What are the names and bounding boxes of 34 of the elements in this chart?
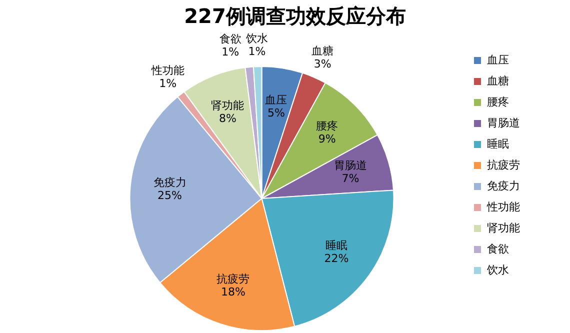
legend-label: 血糖: [487, 74, 509, 88]
legend-label: 食欲: [487, 242, 509, 256]
chart-title: 227例调查功效反应分布: [184, 4, 406, 28]
slice-label: 血压: [265, 94, 288, 107]
legend-label: 饮水: [486, 263, 509, 276]
legend-label: 胃肠道: [487, 116, 520, 130]
slice-label: 饮水: [244, 32, 268, 45]
data-label: 22%: [324, 252, 349, 266]
data-label: 1%: [248, 44, 266, 58]
slice-label: 性功能: [150, 64, 184, 77]
data-label: 3%: [314, 57, 332, 70]
slice-label: 血糖: [312, 44, 334, 58]
slice-label: 免疫力: [153, 176, 186, 190]
slice-label: 食欲: [219, 32, 242, 46]
legend-label: 腰疼: [487, 95, 509, 108]
data-label: 25%: [158, 189, 182, 202]
data-label: 9%: [318, 132, 336, 146]
data-label: 7%: [342, 172, 360, 186]
legend-label: 血压: [487, 53, 509, 66]
legend-label: 免疫力: [487, 179, 520, 192]
legend-label: 肾功能: [487, 221, 520, 234]
slice-label: 肾功能: [211, 98, 244, 112]
slice-label: 腰疼: [316, 120, 338, 133]
slice-label: 睡眠: [326, 239, 348, 252]
slice-label: 抗疲劳: [216, 272, 250, 286]
data-label: 5%: [267, 106, 285, 120]
data-label: 18%: [220, 286, 246, 299]
data-label: 1%: [222, 45, 240, 58]
legend-label: 睡眠: [487, 137, 509, 150]
legend-label: 抗疲劳: [487, 158, 520, 172]
data-label: 1%: [159, 76, 177, 90]
data-label: 8%: [219, 112, 236, 125]
slice-label: 胃肠道: [334, 159, 367, 172]
legend-label: 性功能: [486, 200, 520, 214]
